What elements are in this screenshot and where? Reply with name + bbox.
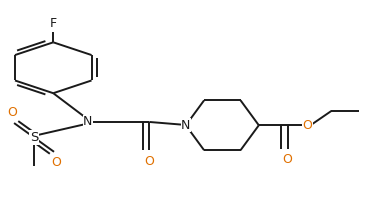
Text: N: N bbox=[181, 119, 190, 132]
Text: O: O bbox=[144, 155, 154, 168]
Text: O: O bbox=[303, 119, 313, 132]
Text: O: O bbox=[283, 153, 293, 166]
Text: O: O bbox=[51, 156, 61, 169]
Text: F: F bbox=[50, 17, 57, 30]
Text: S: S bbox=[30, 131, 38, 144]
Text: O: O bbox=[7, 106, 17, 119]
Text: N: N bbox=[83, 115, 92, 128]
